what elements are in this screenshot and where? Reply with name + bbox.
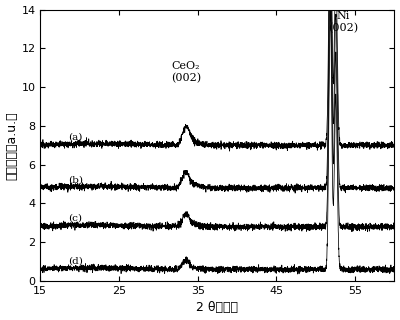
Text: CeO₂
(002): CeO₂ (002) (171, 61, 201, 83)
X-axis label: 2 θ（度）: 2 θ（度） (196, 301, 238, 315)
Text: (c): (c) (68, 214, 82, 223)
Y-axis label: 衍射强度（a.u.）: 衍射强度（a.u.） (6, 111, 18, 180)
Text: (b): (b) (68, 175, 83, 184)
Text: (a): (a) (68, 132, 82, 141)
Text: (d): (d) (68, 257, 83, 266)
Text: Ni
(002): Ni (002) (328, 11, 358, 33)
